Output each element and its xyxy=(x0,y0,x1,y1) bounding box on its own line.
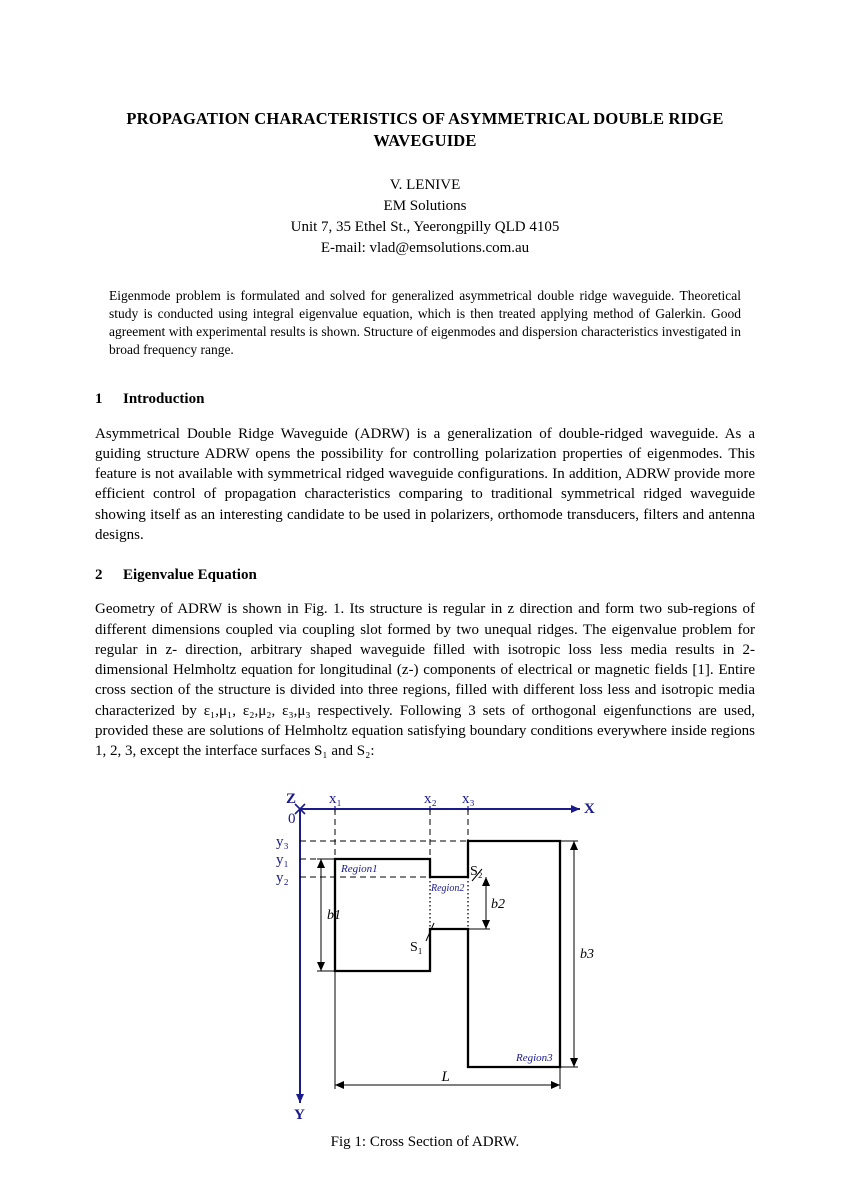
author-org: EM Solutions xyxy=(95,196,755,217)
svg-text:Region2: Region2 xyxy=(430,883,464,894)
figure-1: Z 0 X Yx₁ x₂ x₃ y₃ y₁ y₂ Region1 Region2 Region3 S₁ S… xyxy=(95,781,755,1152)
svg-text:L: L xyxy=(441,1069,450,1085)
svg-text:x₂: x₂ xyxy=(424,791,437,807)
svg-text:Region1: Region1 xyxy=(340,863,378,875)
section-2-body: Geometry of ADRW is shown in Fig. 1. Its… xyxy=(95,599,755,761)
section-2-heading: 2 Eigenvalue Equation xyxy=(95,565,755,585)
svg-text:b2: b2 xyxy=(491,897,505,912)
author-name: V. LENIVE xyxy=(95,175,755,196)
figure-1-caption: Fig 1: Cross Section of ADRW. xyxy=(95,1132,755,1152)
svg-text:Region3: Region3 xyxy=(515,1052,553,1064)
svg-text:b3: b3 xyxy=(580,947,594,962)
svg-text:y₃: y₃ xyxy=(276,834,289,850)
svg-text:X: X xyxy=(584,801,595,817)
section-1-heading: 1 Introduction xyxy=(95,389,755,409)
svg-text:Z: Z xyxy=(286,791,296,807)
abstract: Eigenmode problem is formulated and solv… xyxy=(109,287,741,360)
figure-1-svg: Z 0 X Yx₁ x₂ x₃ y₃ y₁ y₂ Region1 Region2 Region3 S₁ S… xyxy=(240,781,610,1121)
svg-text:Y: Y xyxy=(294,1107,305,1121)
svg-text:b1: b1 xyxy=(327,908,341,923)
svg-text:y₂: y₂ xyxy=(276,870,289,886)
page: PROPAGATION CHARACTERISTICS OF ASYMMETRI… xyxy=(0,0,850,1203)
author-block: V. LENIVE EM Solutions Unit 7, 35 Ethel … xyxy=(95,175,755,259)
section-2-title: Eigenvalue Equation xyxy=(123,565,257,585)
svg-text:x₁: x₁ xyxy=(329,791,342,807)
svg-text:x₃: x₃ xyxy=(462,791,475,807)
svg-text:y₁: y₁ xyxy=(276,852,289,868)
section-2-number: 2 xyxy=(95,565,123,585)
svg-text:S₂: S₂ xyxy=(470,864,483,879)
section-1-title: Introduction xyxy=(123,389,204,409)
paper-title: PROPAGATION CHARACTERISTICS OF ASYMMETRI… xyxy=(95,108,755,153)
svg-text:S₁: S₁ xyxy=(410,940,423,955)
section-1-body: Asymmetrical Double Ridge Waveguide (ADR… xyxy=(95,424,755,546)
author-address: Unit 7, 35 Ethel St., Yeerongpilly QLD 4… xyxy=(95,217,755,238)
author-email: E-mail: vlad@emsolutions.com.au xyxy=(95,238,755,259)
svg-text:0: 0 xyxy=(288,811,296,827)
section-1-number: 1 xyxy=(95,389,123,409)
